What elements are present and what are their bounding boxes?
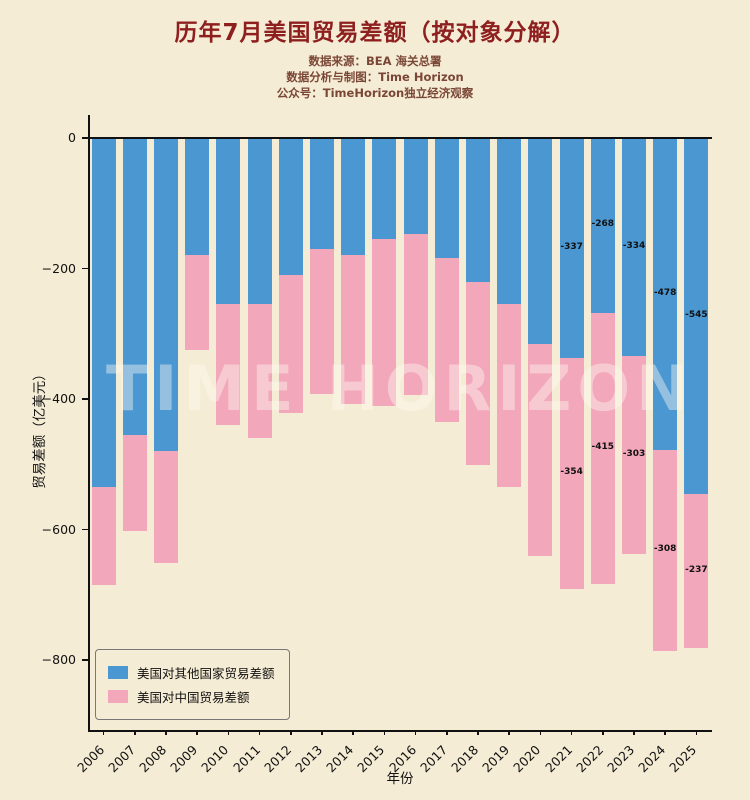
- x-tickmark-2012: [290, 730, 292, 735]
- bar-2012-other: [278, 138, 303, 276]
- legend: 美国对其他国家贸易差额 美国对中国贸易差额: [95, 649, 290, 720]
- x-tickmark-2023: [633, 730, 635, 735]
- x-axis-spine: [88, 730, 712, 732]
- bar-value-label-2024: -478: [653, 287, 677, 298]
- bar-2013-china: [310, 248, 334, 395]
- x-tickmark-2013: [321, 730, 323, 735]
- bar-2023-china: [622, 355, 646, 554]
- subtitle-author: 数据分析与制图：Time Horizon: [286, 70, 464, 84]
- x-tickmark-2017: [446, 730, 448, 735]
- legend-label-china: 美国对中国贸易差额: [137, 690, 250, 705]
- bar-2006-china: [91, 487, 116, 585]
- bar-2008-china: [154, 451, 178, 564]
- bar-value-label-2022: -268: [591, 219, 615, 230]
- bar-value-label-2023: -303: [622, 448, 646, 459]
- bar-2015-other: [372, 138, 397, 240]
- y-tick--800: −800: [41, 652, 76, 667]
- bar-2007-china: [122, 434, 147, 532]
- bar-2022-china: [590, 312, 615, 584]
- legend-item-other-countries: 美国对其他国家贸易差额: [108, 663, 275, 682]
- bar-2009-other: [185, 138, 210, 256]
- bar-2025-other: [684, 138, 709, 494]
- y-tick-0: 0: [68, 130, 76, 145]
- legend-item-china: 美国对中国贸易差额: [108, 687, 275, 706]
- chart-title: 历年7月美国贸易差额（按对象分解）: [174, 20, 576, 46]
- bar-value-label-2021: -354: [560, 467, 583, 478]
- y-tickmark--400: [82, 398, 88, 400]
- x-tickmark-2015: [383, 730, 386, 735]
- bar-2010-other: [216, 138, 241, 305]
- bar-2020-china: [528, 343, 553, 556]
- legend-label-other-countries: 美国对其他国家贸易差额: [137, 666, 275, 681]
- x-tickmark-2018: [477, 730, 479, 735]
- bar-2016-china: [403, 233, 428, 396]
- bar-2018-china: [466, 281, 490, 465]
- bar-2013-other: [310, 138, 334, 249]
- subtitle-source: 数据来源：BEA 海关总署: [308, 54, 442, 68]
- y-tickmark--600: [82, 528, 88, 531]
- x-tickmark-2007: [134, 730, 136, 735]
- bar-2015-china: [372, 239, 397, 406]
- y-tick--200: −200: [41, 260, 76, 276]
- bar-2008-other: [154, 138, 178, 452]
- subtitle-account: 公众号：TimeHorizon独立经济观察: [276, 86, 474, 100]
- bar-2009-china: [185, 255, 210, 351]
- bar-2016-other: [403, 138, 428, 234]
- x-tickmark-2021: [570, 730, 573, 735]
- bar-value-label-2025: -237: [685, 564, 708, 575]
- bar-value-label-2024: -308: [653, 544, 677, 555]
- x-tickmark-2008: [165, 730, 167, 735]
- x-tickmark-2016: [414, 730, 417, 735]
- bar-2024-other: [653, 138, 678, 450]
- bar-2022-other: [590, 138, 615, 313]
- y-axis-spine: [88, 115, 90, 730]
- legend-swatch-pink: [108, 690, 128, 703]
- bar-2018-other: [466, 138, 490, 282]
- zero-baseline: [88, 137, 712, 139]
- bar-2007-other: [122, 138, 147, 435]
- y-tickmark--200: [82, 267, 88, 270]
- x-axis-label: 年份: [386, 771, 414, 787]
- bar-2006-other: [91, 138, 116, 488]
- bar-value-label-2023: -334: [622, 240, 646, 251]
- bar-value-label-2022: -415: [591, 442, 615, 453]
- bar-2014-other: [341, 138, 366, 256]
- x-tickmark-2011: [258, 730, 261, 735]
- y-axis-label: 贸易差额（亿美元）: [32, 367, 48, 489]
- bar-2010-china: [216, 304, 241, 426]
- x-tickmark-2020: [539, 730, 542, 735]
- bar-2017-china: [434, 258, 459, 423]
- bar-value-label-2021: -337: [560, 241, 583, 252]
- x-tickmark-2022: [602, 730, 604, 735]
- legend-swatch-blue: [108, 666, 128, 679]
- bar-value-label-2025: -545: [685, 309, 708, 320]
- x-tickmark-2019: [508, 730, 510, 735]
- bar-2019-china: [497, 304, 522, 488]
- x-tickmark-2006: [102, 730, 105, 735]
- bar-2023-other: [622, 138, 646, 356]
- bar-2020-other: [528, 138, 553, 344]
- bar-2021-china: [559, 357, 584, 589]
- bar-2025-china: [684, 493, 709, 649]
- bar-2012-china: [278, 275, 303, 414]
- bar-2021-other: [559, 138, 584, 358]
- bar-2019-other: [497, 138, 522, 305]
- y-tickmark--800: [82, 659, 88, 661]
- x-tickmark-2009: [196, 730, 198, 735]
- bar-2011-china: [247, 304, 272, 439]
- y-tick--400: −400: [41, 391, 76, 406]
- y-tickmark-0: [82, 137, 88, 139]
- x-tickmark-2014: [352, 730, 354, 735]
- bar-2024-china: [653, 449, 678, 651]
- bar-2011-other: [247, 138, 272, 305]
- y-tick--600: −600: [41, 521, 76, 537]
- bar-2017-other: [434, 138, 459, 259]
- x-tickmark-2024: [664, 730, 666, 735]
- bar-2014-china: [341, 255, 366, 405]
- x-tickmark-2025: [695, 730, 698, 735]
- x-tickmark-2010: [227, 730, 230, 735]
